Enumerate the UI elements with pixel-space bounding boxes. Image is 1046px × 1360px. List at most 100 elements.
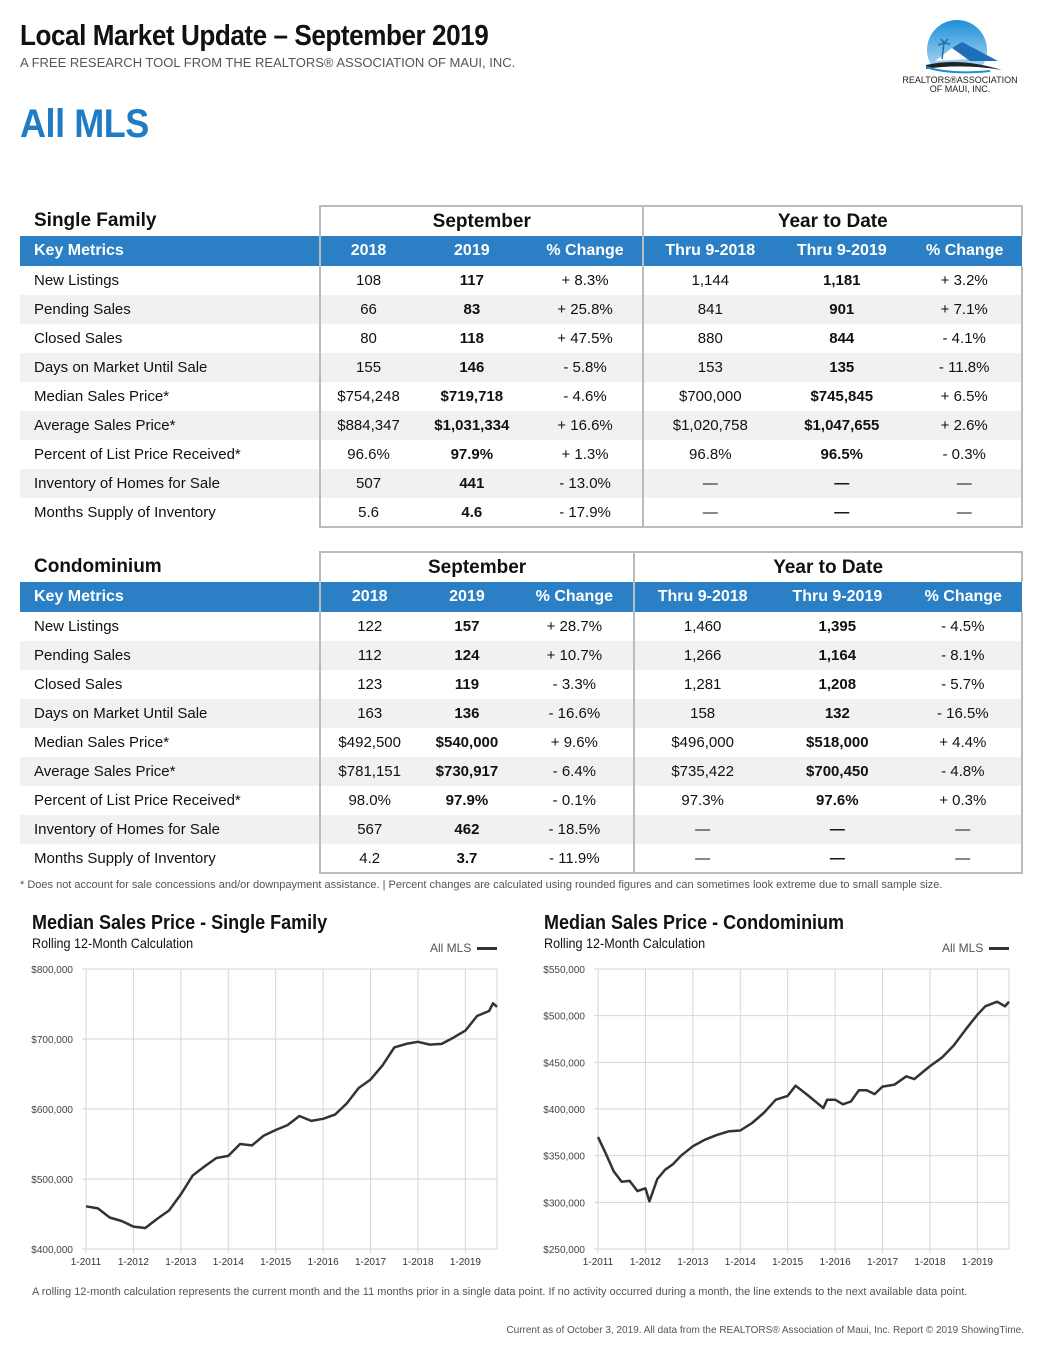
table-row: Pending Sales 66 83 + 25.8% 841 901 + 7.1% bbox=[20, 295, 1023, 324]
metric-value: 462 bbox=[418, 815, 516, 844]
table-row: Days on Market Until Sale 163 136- 16.6% 15… bbox=[20, 699, 1024, 728]
column-header: Thru 9-2018 bbox=[633, 582, 771, 612]
metric-value: 157 bbox=[454, 618, 480, 635]
metric-value: 1,208 bbox=[818, 676, 857, 693]
metric-value: - 16.6% bbox=[515, 699, 635, 728]
metric-value: — bbox=[770, 815, 905, 844]
y-tick-label: $500,000 bbox=[31, 1175, 73, 1186]
metric-value: $781,151 bbox=[318, 757, 419, 786]
metric-value: 5.6 bbox=[318, 498, 417, 528]
metric-value: — bbox=[776, 469, 908, 498]
metric-value: - 4.8% bbox=[904, 757, 1024, 786]
metric-value: — bbox=[904, 844, 1024, 874]
metric-value: $540,000 bbox=[435, 734, 499, 751]
report-title: Local Market Update – September 2019 bbox=[20, 20, 489, 52]
column-header: 2019 bbox=[416, 236, 528, 266]
metric-value: - 0.1% bbox=[552, 792, 597, 809]
metric-label: Pending Sales bbox=[20, 641, 320, 670]
x-tick-label: 1-2012 bbox=[118, 1257, 150, 1268]
metric-value: - 5.8% bbox=[527, 353, 644, 382]
legend-swatch bbox=[477, 947, 498, 951]
metric-value: $1,047,655 bbox=[776, 411, 908, 440]
column-header: 2019 bbox=[418, 582, 516, 612]
metric-value: - 4.1% bbox=[907, 324, 1023, 353]
logo-text-line1: REALTORS®ASSOCIATION bbox=[902, 75, 1017, 85]
current-note: Current as of October 3, 2019. All data … bbox=[506, 1325, 1024, 1336]
metric-value: 97.6% bbox=[816, 792, 859, 809]
metric-value: $1,020,758 bbox=[642, 411, 777, 440]
chart-condo-legend: All MLS bbox=[942, 941, 1010, 955]
table-row: New Listings 108 117 + 8.3% 1,144 1,181 + 3.2% bbox=[20, 266, 1023, 295]
group-month: September bbox=[318, 551, 636, 582]
chart-condo-subtitle: Rolling 12-Month Calculation bbox=[544, 935, 706, 951]
metric-value: + 7.1% bbox=[907, 295, 1023, 324]
x-tick-label: 1-2019 bbox=[962, 1257, 994, 1268]
metric-value: 96.6% bbox=[318, 440, 417, 469]
x-tick-label: 1-2017 bbox=[867, 1257, 899, 1268]
column-header: Thru 9-2019 bbox=[776, 236, 908, 266]
table-row: Median Sales Price* $492,500 $540,000 + 9.6… bbox=[20, 728, 1024, 757]
metric-label: Months Supply of Inventory bbox=[34, 850, 216, 867]
metric-value: - 11.9% bbox=[515, 844, 635, 874]
column-header: Key Metrics bbox=[20, 236, 320, 266]
metric-value: - 0.3% bbox=[907, 440, 1023, 469]
x-tick-label: 1-2016 bbox=[820, 1257, 852, 1268]
metric-value: 97.3% bbox=[633, 786, 771, 815]
metric-value: + 6.5% bbox=[907, 382, 1023, 411]
metric-value: $1,031,334 bbox=[416, 411, 528, 440]
metric-value: $884,347 bbox=[318, 411, 417, 440]
y-tick-label: $550,000 bbox=[543, 965, 585, 976]
metric-value: - 5.7% bbox=[904, 670, 1024, 699]
metric-value: 1,266 bbox=[633, 641, 771, 670]
metric-value: 163 bbox=[318, 699, 419, 728]
metric-value: 97.9% bbox=[450, 446, 494, 463]
chart-sf-header: Median Sales Price - Single Family Rolli… bbox=[32, 912, 360, 951]
chart-condo-header: Median Sales Price - Condominium Rolling… bbox=[544, 912, 877, 951]
report-subtitle: A FREE RESEARCH TOOL FROM THE REALTORS® … bbox=[20, 55, 516, 70]
metric-value: 155 bbox=[318, 353, 417, 382]
column-header: % Change bbox=[515, 582, 635, 612]
metric-value: 135 bbox=[776, 353, 908, 382]
section-title: Single Family bbox=[34, 210, 157, 231]
single-family-table: Single Family September Year to Date Key Me… bbox=[20, 205, 1023, 528]
metric-value: $730,917 bbox=[418, 757, 516, 786]
metric-value: 1,164 bbox=[770, 641, 905, 670]
metric-value: $745,845 bbox=[810, 388, 874, 405]
metric-value: 1,460 bbox=[633, 612, 771, 641]
logo-text-line2: OF MAUI, INC. bbox=[930, 84, 991, 94]
metric-value: 132 bbox=[770, 699, 905, 728]
column-header: Thru 9-2018 bbox=[642, 236, 777, 266]
table-row: Closed Sales 123 119 - 3.3% 1,281 1,208 - 5.7% bbox=[20, 670, 1024, 699]
metric-value: 96.5% bbox=[820, 446, 864, 463]
column-header: 2018 bbox=[318, 582, 419, 612]
y-tick-label: $300,000 bbox=[543, 1198, 585, 1209]
metric-value: - 18.5% bbox=[515, 815, 635, 844]
y-tick-label: $400,000 bbox=[31, 1245, 73, 1256]
metric-value: - 3.3% bbox=[552, 676, 597, 693]
metric-value: + 0.3% bbox=[904, 786, 1024, 815]
metric-value: $492,500 bbox=[318, 728, 419, 757]
table-row: Months Supply of Inventory 5.6 4.6- 17.9% —… bbox=[20, 498, 1023, 528]
metric-value: + 28.7% bbox=[546, 618, 603, 635]
rolling-note: A rolling 12-month calculation represent… bbox=[32, 1286, 968, 1298]
metric-value: + 4.4% bbox=[904, 728, 1024, 757]
series-line-all-mls bbox=[596, 1000, 1010, 1203]
metric-value: + 10.7% bbox=[515, 641, 635, 670]
metric-value: — bbox=[642, 469, 777, 498]
metric-value: 136 bbox=[418, 699, 516, 728]
metric-label: Days on Market Until Sale bbox=[20, 699, 320, 728]
metric-value: 567 bbox=[318, 815, 419, 844]
section-title: Condominium bbox=[34, 556, 162, 577]
metric-value: - 4.6% bbox=[563, 388, 607, 405]
metric-label: New Listings bbox=[34, 272, 120, 289]
legend-label: All MLS bbox=[430, 941, 472, 955]
area-title: All MLS bbox=[20, 102, 149, 146]
column-header: Key Metrics bbox=[20, 582, 320, 612]
metric-value: — bbox=[770, 844, 905, 874]
chart-condo-title: Median Sales Price - Condominium bbox=[544, 912, 845, 934]
metric-value: + 16.6% bbox=[527, 411, 644, 440]
metric-value: 123 bbox=[318, 670, 419, 699]
metric-value: 153 bbox=[642, 353, 777, 382]
metric-value: $735,422 bbox=[633, 757, 771, 786]
footnote: * Does not account for sale concessions … bbox=[20, 879, 943, 891]
